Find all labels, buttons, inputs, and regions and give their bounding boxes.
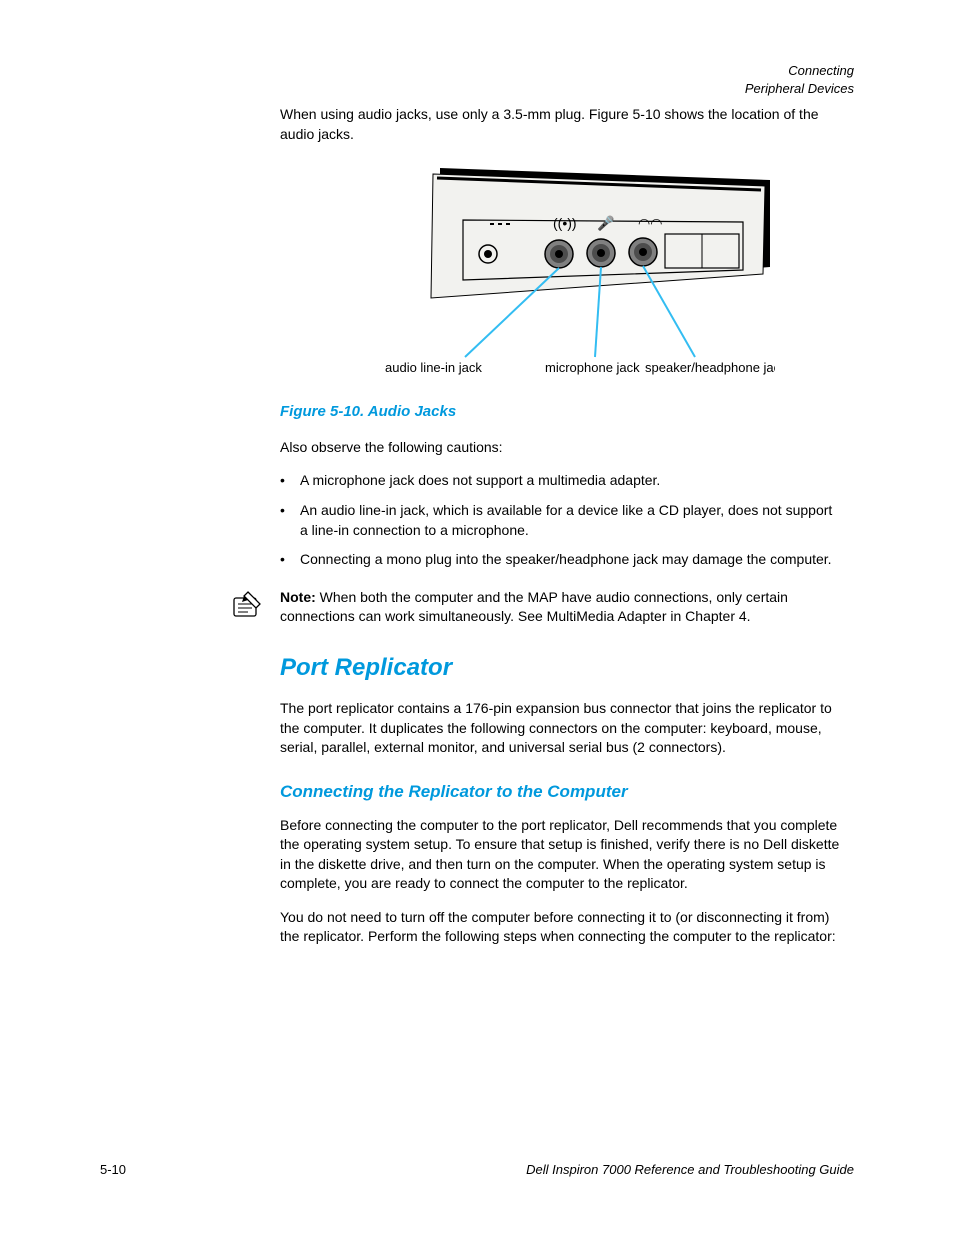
header-line-1: Connecting [745, 62, 854, 80]
connecting-body-2: You do not need to turn off the computer… [280, 908, 840, 947]
callout-mic: microphone jack [545, 360, 640, 375]
intro-paragraph: When using audio jacks, use only a 3.5-m… [280, 105, 840, 144]
header-line-2: Peripheral Devices [745, 80, 854, 98]
subsection-heading-connecting: Connecting the Replicator to the Compute… [280, 780, 840, 804]
caution-text: A microphone jack does not support a mul… [300, 471, 840, 491]
bullet-icon: • [280, 501, 300, 540]
audio-jacks-diagram: ((•)) 🎤 ◠◠ audio line-in jack microphone… [345, 162, 775, 387]
callout-speaker: speaker/headphone jack [645, 360, 775, 375]
note-text: Note: When both the computer and the MAP… [280, 588, 840, 628]
list-item: • An audio line-in jack, which is availa… [280, 501, 840, 540]
connecting-body-1: Before connecting the computer to the po… [280, 816, 840, 894]
bullet-icon: • [280, 550, 300, 570]
footer-guide-title: Dell Inspiron 7000 Reference and Trouble… [526, 1161, 854, 1179]
note-label: Note: [280, 589, 316, 605]
callout-line-in: audio line-in jack [385, 360, 482, 375]
svg-text:◠◠: ◠◠ [638, 215, 662, 231]
bullet-icon: • [280, 471, 300, 491]
note-pencil-icon [230, 588, 280, 628]
svg-text:🎤: 🎤 [597, 214, 615, 232]
svg-text:((•)): ((•)) [553, 215, 577, 231]
page-header: Connecting Peripheral Devices [745, 62, 854, 98]
section-heading-port-replicator: Port Replicator [280, 651, 840, 685]
list-item: • Connecting a mono plug into the speake… [280, 550, 840, 570]
page-body: When using audio jacks, use only a 3.5-m… [280, 105, 840, 961]
note-body: When both the computer and the MAP have … [280, 589, 788, 625]
port-replicator-body: The port replicator contains a 176-pin e… [280, 699, 840, 758]
cautions-intro: Also observe the following cautions: [280, 438, 840, 458]
figure-audio-jacks: ((•)) 🎤 ◠◠ audio line-in jack microphone… [280, 162, 840, 393]
list-item: • A microphone jack does not support a m… [280, 471, 840, 491]
note-block: Note: When both the computer and the MAP… [280, 588, 840, 628]
caution-text: An audio line-in jack, which is availabl… [300, 501, 840, 540]
cautions-list: • A microphone jack does not support a m… [280, 471, 840, 569]
figure-caption: Figure 5-10. Audio Jacks [280, 401, 840, 422]
footer-page-number: 5-10 [100, 1161, 126, 1179]
caution-text: Connecting a mono plug into the speaker/… [300, 550, 840, 570]
